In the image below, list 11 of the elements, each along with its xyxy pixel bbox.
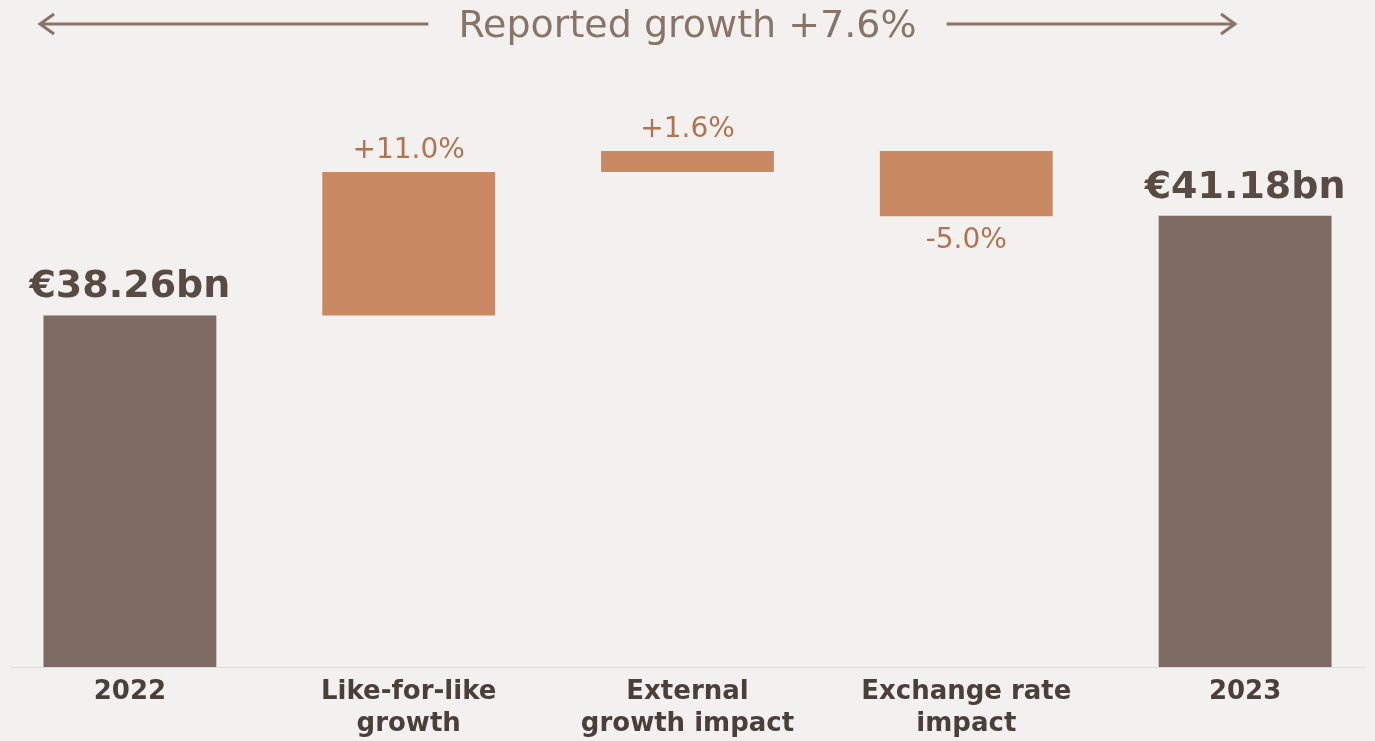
data-label: -5.0%	[925, 222, 1007, 256]
category-label: 2023	[1208, 674, 1282, 705]
data-label: €38.26bn	[28, 262, 231, 307]
category-label: External growth impact	[580, 674, 795, 737]
category-label: Like-for-like growth	[321, 674, 497, 737]
data-label: +1.6%	[640, 111, 735, 144]
category-label: Exchange rate impact	[861, 674, 1072, 737]
data-label: €41.18bn	[1143, 162, 1346, 207]
data-label: +11.0%	[352, 131, 465, 165]
text: Reported growth +7.6%	[458, 2, 917, 46]
category-label: 2022	[93, 674, 167, 705]
